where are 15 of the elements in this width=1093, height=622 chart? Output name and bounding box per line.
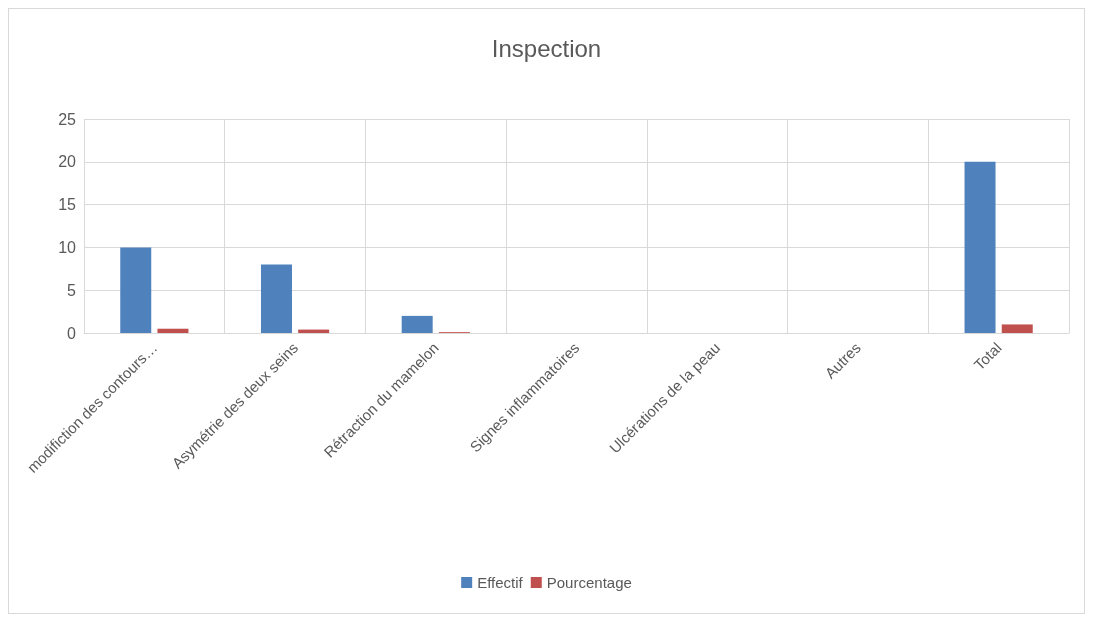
y-tick-label: 10: [58, 238, 77, 256]
y-tick-label: 25: [58, 110, 77, 128]
bar: [964, 161, 996, 333]
y-tick-label: 15: [58, 196, 77, 214]
legend-label: Pourcentage: [546, 574, 632, 591]
bar: [401, 315, 433, 333]
bar: [157, 328, 189, 333]
legend-label: Effectif: [477, 574, 524, 591]
y-tick-label: 5: [67, 281, 77, 299]
y-tick-label: 20: [58, 153, 77, 171]
bar: [260, 264, 292, 333]
bar: [120, 247, 152, 333]
chart-title: Inspection: [491, 34, 602, 62]
bar: [1001, 324, 1033, 333]
y-tick-label: 0: [67, 324, 77, 342]
